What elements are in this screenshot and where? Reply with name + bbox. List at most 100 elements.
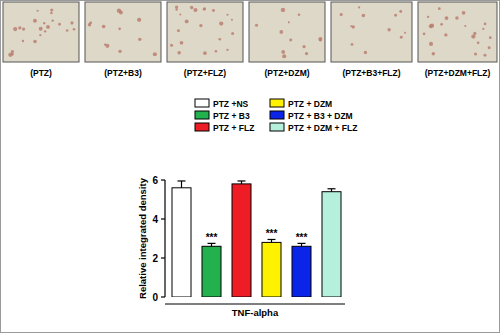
stained-cell: [118, 50, 121, 53]
stained-cell: [170, 44, 173, 47]
y-tick: [161, 218, 165, 219]
stained-cell: [175, 8, 177, 10]
legend-label: PTZ + B3 + DZM: [288, 111, 353, 121]
stained-cell: [218, 38, 221, 41]
stained-cell: [193, 8, 197, 12]
stained-cell: [305, 52, 308, 55]
stained-cell: [22, 40, 24, 42]
micrograph: [167, 2, 243, 62]
error-bar: [328, 189, 336, 192]
stained-cell: [66, 29, 69, 32]
significance: ***: [266, 228, 278, 239]
legend-label: PTZ + FLZ: [213, 123, 254, 133]
stained-cell: [281, 50, 285, 54]
micrograph: [85, 2, 161, 62]
stained-cell: [473, 32, 476, 35]
stained-cell: [153, 52, 157, 56]
panel-label: (PTZ): [30, 68, 52, 78]
y-tick-label: 6: [152, 175, 158, 186]
stained-cell: [387, 28, 390, 31]
stained-cell: [50, 8, 53, 11]
stained-cell: [430, 24, 434, 28]
figure-frame: [1, 1, 500, 333]
stained-cell: [203, 51, 207, 55]
stained-cell: [394, 14, 397, 17]
stained-cell: [279, 30, 283, 34]
stained-cell: [445, 16, 449, 20]
stained-cell: [427, 16, 429, 18]
stained-cell: [33, 19, 37, 23]
legend-label: PTZ + DZM + FLZ: [288, 123, 357, 133]
stained-cell: [462, 11, 466, 15]
bar: [202, 246, 221, 297]
stained-cell: [33, 40, 37, 44]
group-line: [165, 303, 345, 304]
stained-cell: [281, 8, 285, 12]
stained-cell: [11, 53, 14, 56]
stained-cell: [175, 5, 178, 8]
stained-cell: [203, 8, 206, 11]
stained-cell: [455, 16, 459, 20]
stained-cell: [43, 22, 45, 24]
stained-cell: [340, 13, 343, 16]
stained-cell: [44, 30, 46, 32]
stained-cell: [471, 34, 475, 38]
stained-cell: [477, 41, 480, 44]
stained-cell: [58, 23, 61, 26]
panel-label: (PTZ+DZM+FLZ): [425, 68, 491, 78]
stained-cell: [70, 21, 73, 24]
significance: ***: [206, 232, 218, 243]
micrograph: [3, 2, 79, 62]
stained-cell: [289, 38, 292, 41]
legend-label: PTZ + B3: [213, 111, 250, 121]
figure: (PTZ)(PTZ+B3)(PTZ+FLZ)(PTZ+DZM)(PTZ+B3+F…: [0, 0, 500, 333]
stained-cell: [231, 19, 233, 21]
error-bar: [238, 181, 246, 184]
stained-cell: [203, 7, 206, 10]
stained-cell: [444, 33, 447, 36]
stained-cell: [13, 27, 17, 31]
bar: [292, 246, 311, 297]
stained-cell: [482, 28, 484, 30]
stained-cell: [489, 36, 492, 39]
stained-cell: [484, 23, 487, 26]
stained-cell: [177, 51, 181, 55]
stained-cell: [362, 14, 366, 18]
stained-cell: [119, 11, 123, 15]
stained-cell: [319, 39, 321, 41]
stained-cell: [226, 49, 228, 51]
stained-cell: [302, 45, 305, 48]
panel-label: (PTZ+FLZ): [184, 68, 226, 78]
stained-cell: [39, 34, 41, 36]
y-tick: [161, 179, 165, 180]
error-bar: [298, 243, 306, 246]
stained-cell: [318, 37, 322, 41]
stained-cell: [46, 25, 50, 29]
y-tick: [161, 257, 165, 258]
stained-cell: [298, 14, 300, 16]
panel-label: (PTZ+DZM): [264, 68, 309, 78]
stained-cell: [429, 42, 433, 46]
micrograph: [418, 2, 497, 62]
stained-cell: [350, 25, 352, 27]
stained-cell: [185, 19, 189, 23]
y-axis: [164, 180, 165, 297]
stained-cell: [39, 27, 43, 31]
stained-cell: [138, 38, 141, 41]
error-bar: [268, 239, 276, 242]
stained-cell: [231, 32, 234, 35]
stained-cell: [199, 24, 202, 27]
panel-label: (PTZ+B3): [104, 68, 142, 78]
y-tick: [161, 296, 165, 297]
x-axis-label: TNF-alpha: [232, 307, 279, 318]
stained-cell: [137, 18, 141, 22]
micrograph: [249, 2, 325, 62]
stained-cell: [358, 6, 360, 8]
image-panels: (PTZ)(PTZ+B3)(PTZ+FLZ)(PTZ+DZM)(PTZ+B3+F…: [3, 2, 497, 78]
stained-cell: [37, 10, 39, 12]
stained-cell: [177, 29, 180, 32]
stained-cell: [215, 50, 218, 53]
stained-cell: [22, 27, 25, 30]
y-tick-label: 2: [152, 253, 158, 264]
stained-cell: [226, 14, 228, 16]
